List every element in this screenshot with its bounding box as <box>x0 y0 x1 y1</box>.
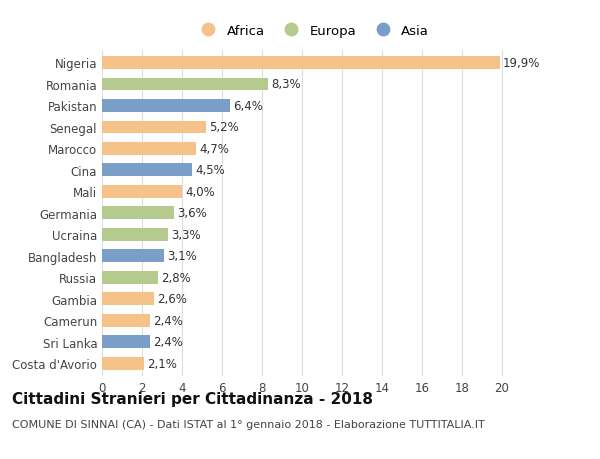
Text: 6,4%: 6,4% <box>233 100 263 113</box>
Text: 5,2%: 5,2% <box>209 121 239 134</box>
Bar <box>102 121 206 134</box>
Bar <box>102 57 500 70</box>
Bar <box>102 336 150 348</box>
Text: 3,6%: 3,6% <box>177 207 207 220</box>
Text: 2,1%: 2,1% <box>147 357 177 370</box>
Text: 4,0%: 4,0% <box>185 185 215 198</box>
Bar <box>102 185 182 198</box>
Text: 2,6%: 2,6% <box>157 293 187 306</box>
Text: COMUNE DI SINNAI (CA) - Dati ISTAT al 1° gennaio 2018 - Elaborazione TUTTITALIA.: COMUNE DI SINNAI (CA) - Dati ISTAT al 1°… <box>12 419 485 429</box>
Text: 8,3%: 8,3% <box>271 78 301 91</box>
Text: 2,4%: 2,4% <box>153 336 183 348</box>
Bar <box>102 100 230 112</box>
Text: 4,5%: 4,5% <box>195 164 225 177</box>
Bar <box>102 357 144 370</box>
Bar <box>102 143 196 156</box>
Text: 4,7%: 4,7% <box>199 143 229 156</box>
Legend: Africa, Europa, Asia: Africa, Europa, Asia <box>195 24 429 38</box>
Text: 2,8%: 2,8% <box>161 271 191 284</box>
Bar <box>102 78 268 91</box>
Bar <box>102 271 158 284</box>
Text: 3,3%: 3,3% <box>171 229 200 241</box>
Text: Cittadini Stranieri per Cittadinanza - 2018: Cittadini Stranieri per Cittadinanza - 2… <box>12 391 373 406</box>
Text: 2,4%: 2,4% <box>153 314 183 327</box>
Text: 19,9%: 19,9% <box>503 57 541 70</box>
Bar <box>102 293 154 306</box>
Text: 3,1%: 3,1% <box>167 250 197 263</box>
Bar <box>102 314 150 327</box>
Bar <box>102 250 164 263</box>
Bar <box>102 164 192 177</box>
Bar <box>102 207 174 220</box>
Bar <box>102 229 168 241</box>
